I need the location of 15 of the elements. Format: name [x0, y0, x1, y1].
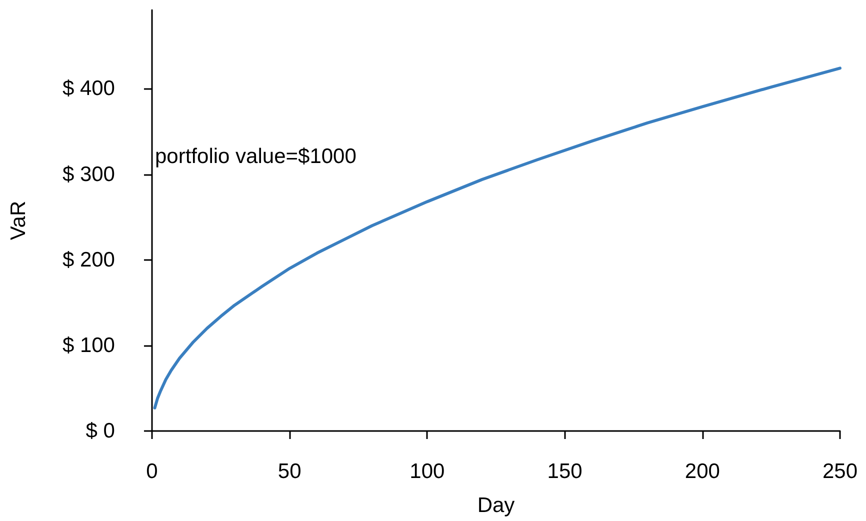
x-tick-label: 250: [822, 460, 858, 483]
x-tick-label: 0: [146, 460, 158, 483]
annotation: portfolio value=$1000: [155, 145, 356, 168]
y-tick-label: $ 400: [62, 77, 115, 100]
x-tick-label: 200: [684, 460, 720, 483]
x-axis-title: Day: [477, 494, 516, 517]
x-tick-label: 150: [547, 460, 582, 483]
x-tick-label: 50: [278, 460, 302, 483]
x-tick-label: 100: [410, 460, 445, 483]
y-tick-label: $ 200: [62, 248, 115, 272]
y-axis-title: VaR: [7, 200, 30, 240]
line-series: [153, 66, 842, 410]
y-tick-label: $ 0: [86, 420, 115, 442]
y-tick-label: $ 300: [62, 162, 115, 186]
y-tick-label: $ 100: [62, 334, 115, 357]
